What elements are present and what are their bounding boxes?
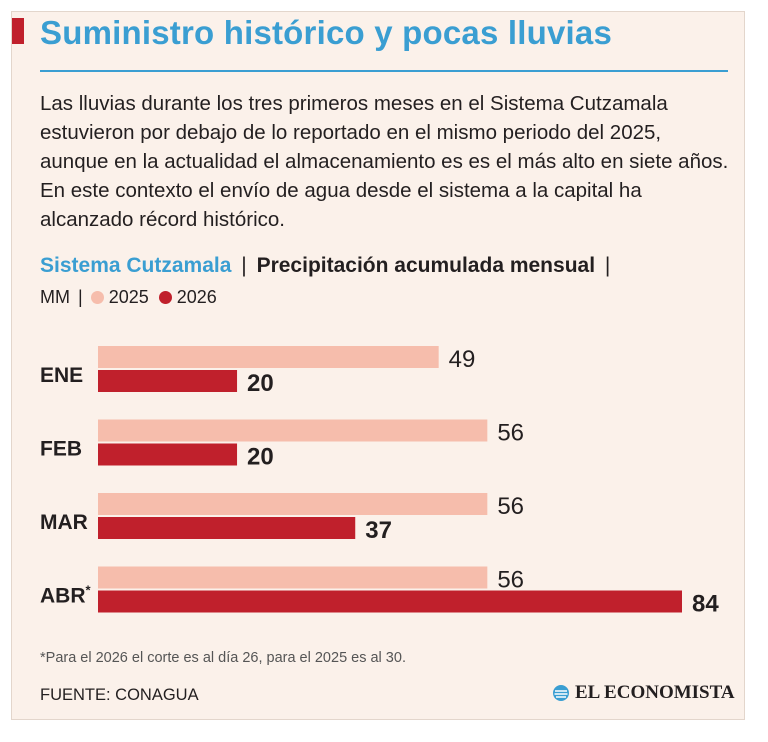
chart-header-trailing-separator: | (604, 254, 611, 277)
bar-2025 (98, 346, 439, 368)
chart-header: Sistema Cutzamala | Precipitación acumul… (40, 254, 614, 278)
bar-2026 (98, 590, 682, 613)
data-label-2025: 56 (497, 567, 524, 594)
brand-logo: EL ECONOMISTA (552, 682, 735, 704)
data-label-2026: 20 (247, 444, 274, 471)
data-label-2025: 49 (449, 346, 476, 373)
data-label-2026: 20 (247, 370, 274, 397)
source-note: FUENTE: CONAGUA (40, 686, 199, 704)
legend-swatch-2025 (90, 291, 104, 304)
data-label-2026: 37 (365, 517, 392, 544)
bar-2026 (98, 370, 238, 392)
bar-2025 (98, 493, 488, 515)
bar-2026 (98, 443, 238, 466)
legend-label-2026: 2026 (176, 287, 217, 307)
page-title: Suministro histórico y pocas lluvias (40, 14, 613, 51)
brand-name: EL ECONOMISTA (575, 682, 735, 703)
chart-system-name: Sistema Cutzamala (40, 254, 232, 277)
legend-label-2025: 2025 (108, 287, 149, 307)
legend-separator: | (78, 287, 83, 307)
title-accent-bar (12, 18, 24, 44)
category-label: FEB (40, 438, 82, 461)
data-label-2026: 84 (692, 591, 719, 618)
bar-2026 (98, 517, 356, 539)
bar-2025 (98, 419, 488, 442)
chart-header-separator: | (241, 254, 247, 277)
category-label: MAR (40, 511, 88, 534)
legend-unit: MM (40, 287, 70, 307)
footnote: *Para el 2026 el corte es al día 26, par… (40, 650, 406, 666)
bar-2025 (98, 566, 488, 589)
category-label: ABR* (40, 583, 92, 608)
title-divider (40, 70, 728, 72)
intro-text: Las lluvias durante los tres primeros me… (40, 92, 729, 231)
data-label-2025: 56 (497, 493, 524, 520)
chart-title: Precipitación acumulada mensual (256, 254, 596, 277)
legend-swatch-2026 (158, 291, 172, 304)
brand-globe-icon (553, 685, 569, 701)
data-label-2025: 56 (497, 420, 524, 447)
chart-legend: MM | 2025 2026 (40, 287, 217, 308)
category-label: ENE (40, 364, 83, 387)
